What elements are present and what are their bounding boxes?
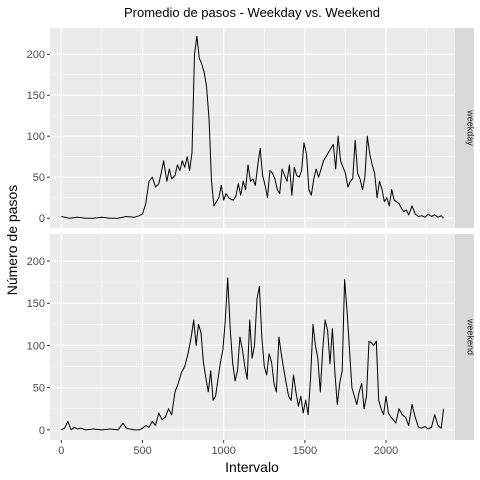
x-tick-label: 500 [133, 445, 151, 457]
facet-strip-label: weekend [466, 318, 476, 355]
chart-title: Promedio de pasos - Weekday vs. Weekend [124, 5, 380, 20]
x-axis-title: Intervalo [225, 459, 279, 475]
y-tick-label: 200 [27, 49, 45, 61]
y-tick-label: 0 [39, 425, 45, 437]
y-axis-title: Número de pasos [4, 185, 20, 296]
panel-background [50, 234, 455, 440]
y-tick-label: 50 [33, 383, 45, 395]
y-tick-label: 150 [27, 90, 45, 102]
facet-strip-label: weekday [466, 109, 476, 146]
series-line-weekday [61, 35, 444, 219]
y-tick-label: 0 [39, 213, 45, 225]
facet-strip [455, 28, 474, 228]
facet-panels: 0 50 100 150 200 weekday 0 50 100 150 200 weekend [27, 28, 476, 440]
x-tick-label: 2000 [374, 445, 398, 457]
x-axis: 0 500 1000 1500 2000 [58, 440, 398, 457]
series-line-weekend [61, 277, 445, 431]
facet-strip [455, 234, 474, 440]
x-tick-label: 1500 [293, 445, 317, 457]
facet-panel-weekday: 0 50 100 150 200 weekday [27, 28, 476, 228]
x-tick-label: 1000 [211, 445, 235, 457]
panel-background [50, 28, 455, 228]
y-tick-label: 150 [27, 298, 45, 310]
facet-panel-weekend: 0 50 100 150 200 weekend [27, 234, 476, 440]
y-tick-label: 100 [27, 340, 45, 352]
x-tick-label: 0 [58, 445, 64, 457]
y-tick-label: 200 [27, 256, 45, 268]
y-tick-label: 50 [33, 172, 45, 184]
y-tick-label: 100 [27, 131, 45, 143]
